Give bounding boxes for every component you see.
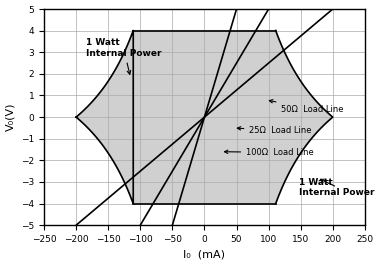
X-axis label: I₀  (mA): I₀ (mA) [183,249,226,259]
Text: 1 Watt
Internal Power: 1 Watt Internal Power [86,38,161,74]
Text: 100Ω  Load Line: 100Ω Load Line [224,148,314,157]
Text: 1 Watt
Internal Power: 1 Watt Internal Power [300,178,375,197]
Text: 50Ω  Load Line: 50Ω Load Line [270,100,344,114]
Polygon shape [76,30,333,204]
Y-axis label: V₀(V): V₀(V) [5,103,15,131]
Text: 25Ω  Load Line: 25Ω Load Line [237,126,312,135]
